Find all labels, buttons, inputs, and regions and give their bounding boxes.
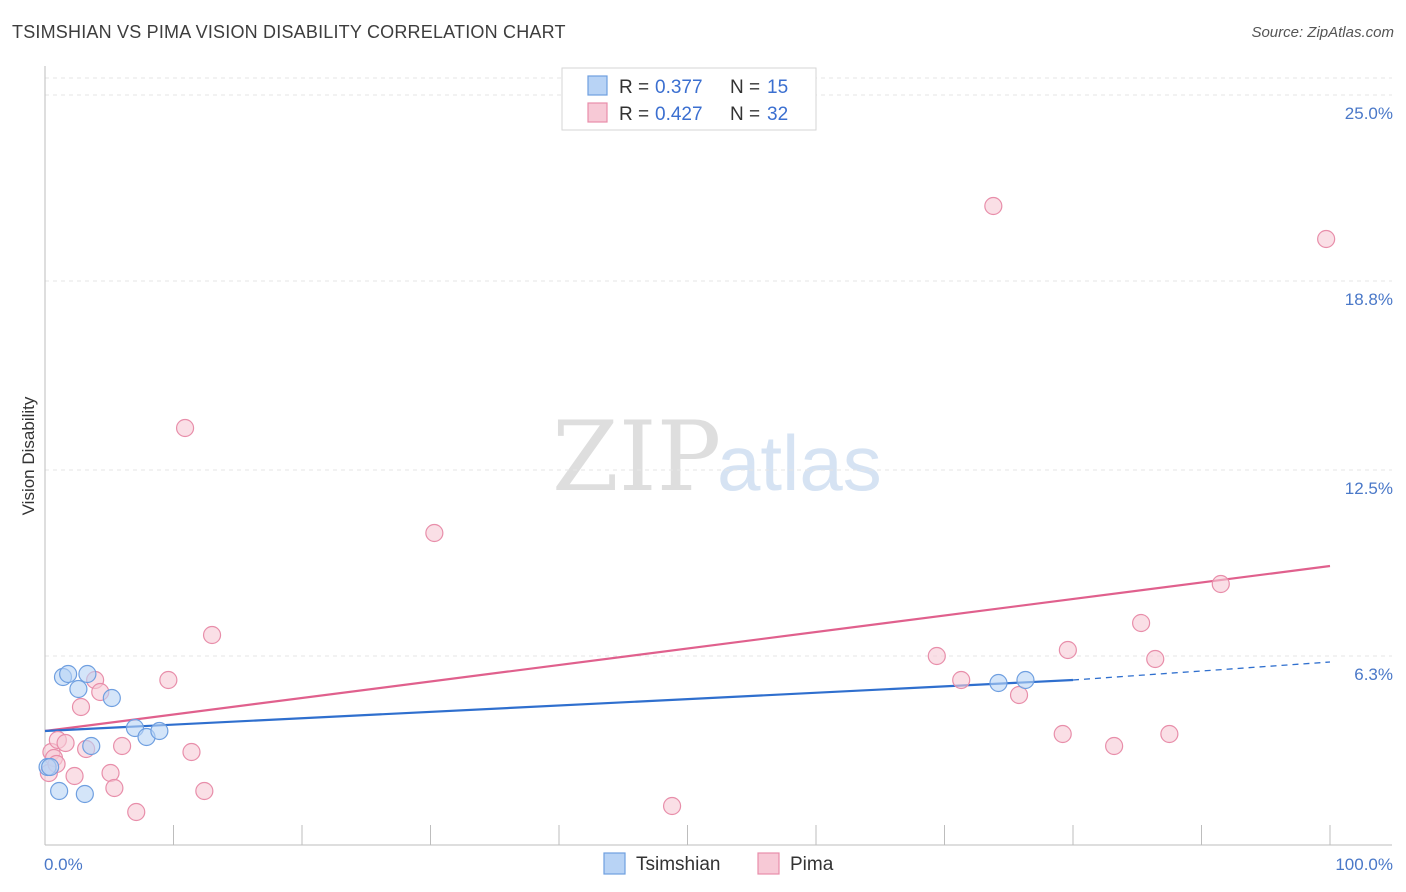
pima-trend-line bbox=[44, 564, 1331, 733]
pima-point-25 bbox=[1009, 685, 1029, 705]
watermark-zip: ZIP bbox=[552, 401, 721, 513]
pima-point-15 bbox=[159, 670, 178, 690]
pima-point-18 bbox=[195, 781, 214, 801]
pima-point-21 bbox=[662, 796, 682, 816]
x-tick-label-1: 100.0% bbox=[1335, 855, 1393, 874]
pima-point-14 bbox=[127, 802, 146, 822]
y-tick-labels: 6.3% 12.5% 18.8% 25.0% bbox=[1345, 104, 1393, 684]
trend-lines bbox=[44, 564, 1331, 733]
legend-r-label-2: R = bbox=[619, 104, 649, 125]
pima-point-19 bbox=[202, 625, 222, 645]
tsimshian-point-13 bbox=[989, 673, 1008, 693]
pima-point-5 bbox=[56, 733, 75, 753]
pima-point-28 bbox=[1105, 736, 1124, 756]
pima-legend-swatch bbox=[587, 102, 608, 123]
legend-n-value-2: 32 bbox=[767, 104, 788, 125]
tsimshian-point-12 bbox=[150, 721, 169, 741]
pima-point-6 bbox=[65, 766, 84, 786]
tsimshian-point-4 bbox=[59, 664, 78, 684]
pima-point-22 bbox=[927, 646, 946, 666]
pima-point-29 bbox=[1132, 613, 1151, 633]
pima-point-7 bbox=[71, 697, 91, 717]
y-tick-label-2: 18.8% bbox=[1345, 290, 1393, 309]
watermark: ZIP atlas bbox=[552, 401, 882, 513]
x-tick-label-0: 0.0% bbox=[44, 855, 83, 874]
data-points bbox=[38, 196, 1336, 822]
pima-point-20 bbox=[425, 523, 444, 543]
pima-point-26 bbox=[1053, 724, 1072, 744]
pima-point-31 bbox=[1160, 724, 1179, 744]
pima-point-33 bbox=[1317, 229, 1336, 249]
pima-point-32 bbox=[1211, 574, 1230, 594]
tsimshian-point-6 bbox=[75, 784, 94, 804]
legend-n-value-1: 15 bbox=[767, 77, 788, 98]
legend-n-label-1: N = bbox=[730, 77, 760, 98]
pima-point-23 bbox=[952, 670, 971, 690]
source-label: Source: ZipAtlas.com bbox=[1251, 24, 1394, 41]
y-tick-label-0: 6.3% bbox=[1354, 665, 1393, 684]
legend-tsimshian-label: Tsimshian bbox=[636, 854, 720, 875]
y-tick-label-1: 12.5% bbox=[1345, 479, 1393, 498]
pima-point-30 bbox=[1146, 649, 1165, 669]
legend-pima-label: Pima bbox=[790, 854, 834, 875]
tsimshian-trend-line bbox=[44, 678, 1074, 733]
x-tick-labels: 0.0% 100.0% bbox=[44, 855, 1393, 874]
tsimshian-point-5 bbox=[69, 679, 88, 699]
tsimshian-legend-swatch bbox=[587, 75, 608, 96]
series-legend: Tsimshian Pima bbox=[603, 852, 834, 875]
tsimshian-point-8 bbox=[82, 736, 101, 756]
y-tick-label-3: 25.0% bbox=[1345, 104, 1393, 123]
legend-r-label-1: R = bbox=[619, 77, 649, 98]
legend-r-value-1: 0.377 bbox=[655, 77, 703, 98]
pima-point-13 bbox=[112, 736, 132, 756]
pima-point-24 bbox=[984, 196, 1003, 216]
tsimshian-point-1 bbox=[41, 757, 60, 777]
chart-title: TSIMSHIAN VS PIMA VISION DISABILITY CORR… bbox=[12, 22, 566, 42]
y-axis-label: Vision Disability bbox=[19, 396, 38, 515]
stats-legend: R = 0.377 N = 15 R = 0.427 N = 32 bbox=[561, 67, 817, 131]
x-tick-marks bbox=[173, 825, 1331, 845]
legend-n-label-2: N = bbox=[730, 104, 760, 125]
pima-point-17 bbox=[182, 742, 201, 762]
pima-point-27 bbox=[1058, 640, 1077, 660]
pima-point-11 bbox=[101, 763, 120, 783]
tsimshian-point-9 bbox=[102, 688, 121, 708]
gridlines bbox=[45, 77, 1392, 657]
watermark-atlas: atlas bbox=[717, 419, 882, 507]
tsimshian-trend-extension bbox=[1072, 661, 1331, 681]
pima-point-16 bbox=[175, 418, 195, 438]
tsimshian-point-7 bbox=[78, 664, 97, 684]
legend-pima-swatch bbox=[757, 852, 780, 875]
tsimshian-point-2 bbox=[50, 781, 69, 801]
tsimshian-point-14 bbox=[1016, 670, 1035, 690]
legend-r-value-2: 0.427 bbox=[655, 104, 703, 125]
legend-tsimshian-swatch bbox=[603, 852, 626, 875]
pima-point-12 bbox=[105, 778, 124, 798]
